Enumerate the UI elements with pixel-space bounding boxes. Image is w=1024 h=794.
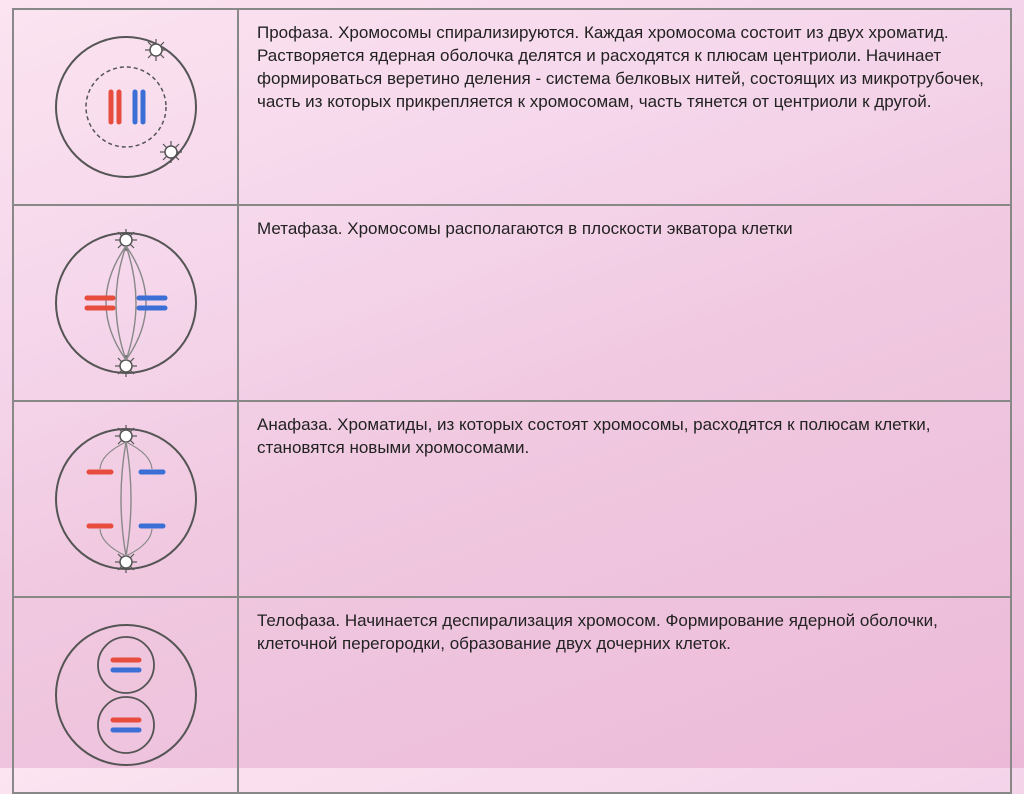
description-cell-telophase: Телофаза. Начинается деспирализация хром… <box>238 597 1011 793</box>
diagram-cell-anaphase <box>13 401 238 597</box>
phase-text: Метафаза. Хромосомы располагаются в плос… <box>257 219 793 238</box>
phase-text: Профаза. Хромосомы спирализируются. Кажд… <box>257 23 984 111</box>
description-cell-anaphase: Анафаза. Хроматиды, из которых состоят х… <box>238 401 1011 597</box>
phase-text: Анафаза. Хроматиды, из которых состоят х… <box>257 415 930 457</box>
table-row: Анафаза. Хроматиды, из которых состоят х… <box>13 401 1011 597</box>
table-row: Метафаза. Хромосомы располагаются в плос… <box>13 205 1011 401</box>
mitosis-phase-table: Профаза. Хромосомы спирализируются. Кажд… <box>12 8 1012 794</box>
metaphase-diagram <box>41 218 211 388</box>
diagram-cell-telophase <box>13 597 238 793</box>
description-cell-metaphase: Метафаза. Хромосомы располагаются в плос… <box>238 205 1011 401</box>
diagram-cell-prophase <box>13 9 238 205</box>
table-row: Профаза. Хромосомы спирализируются. Кажд… <box>13 9 1011 205</box>
table-row: Телофаза. Начинается деспирализация хром… <box>13 597 1011 793</box>
description-cell-prophase: Профаза. Хромосомы спирализируются. Кажд… <box>238 9 1011 205</box>
telophase-diagram <box>41 610 211 780</box>
phase-text: Телофаза. Начинается деспирализация хром… <box>257 611 938 653</box>
diagram-cell-metaphase <box>13 205 238 401</box>
anaphase-diagram <box>41 414 211 584</box>
prophase-diagram <box>41 22 211 192</box>
